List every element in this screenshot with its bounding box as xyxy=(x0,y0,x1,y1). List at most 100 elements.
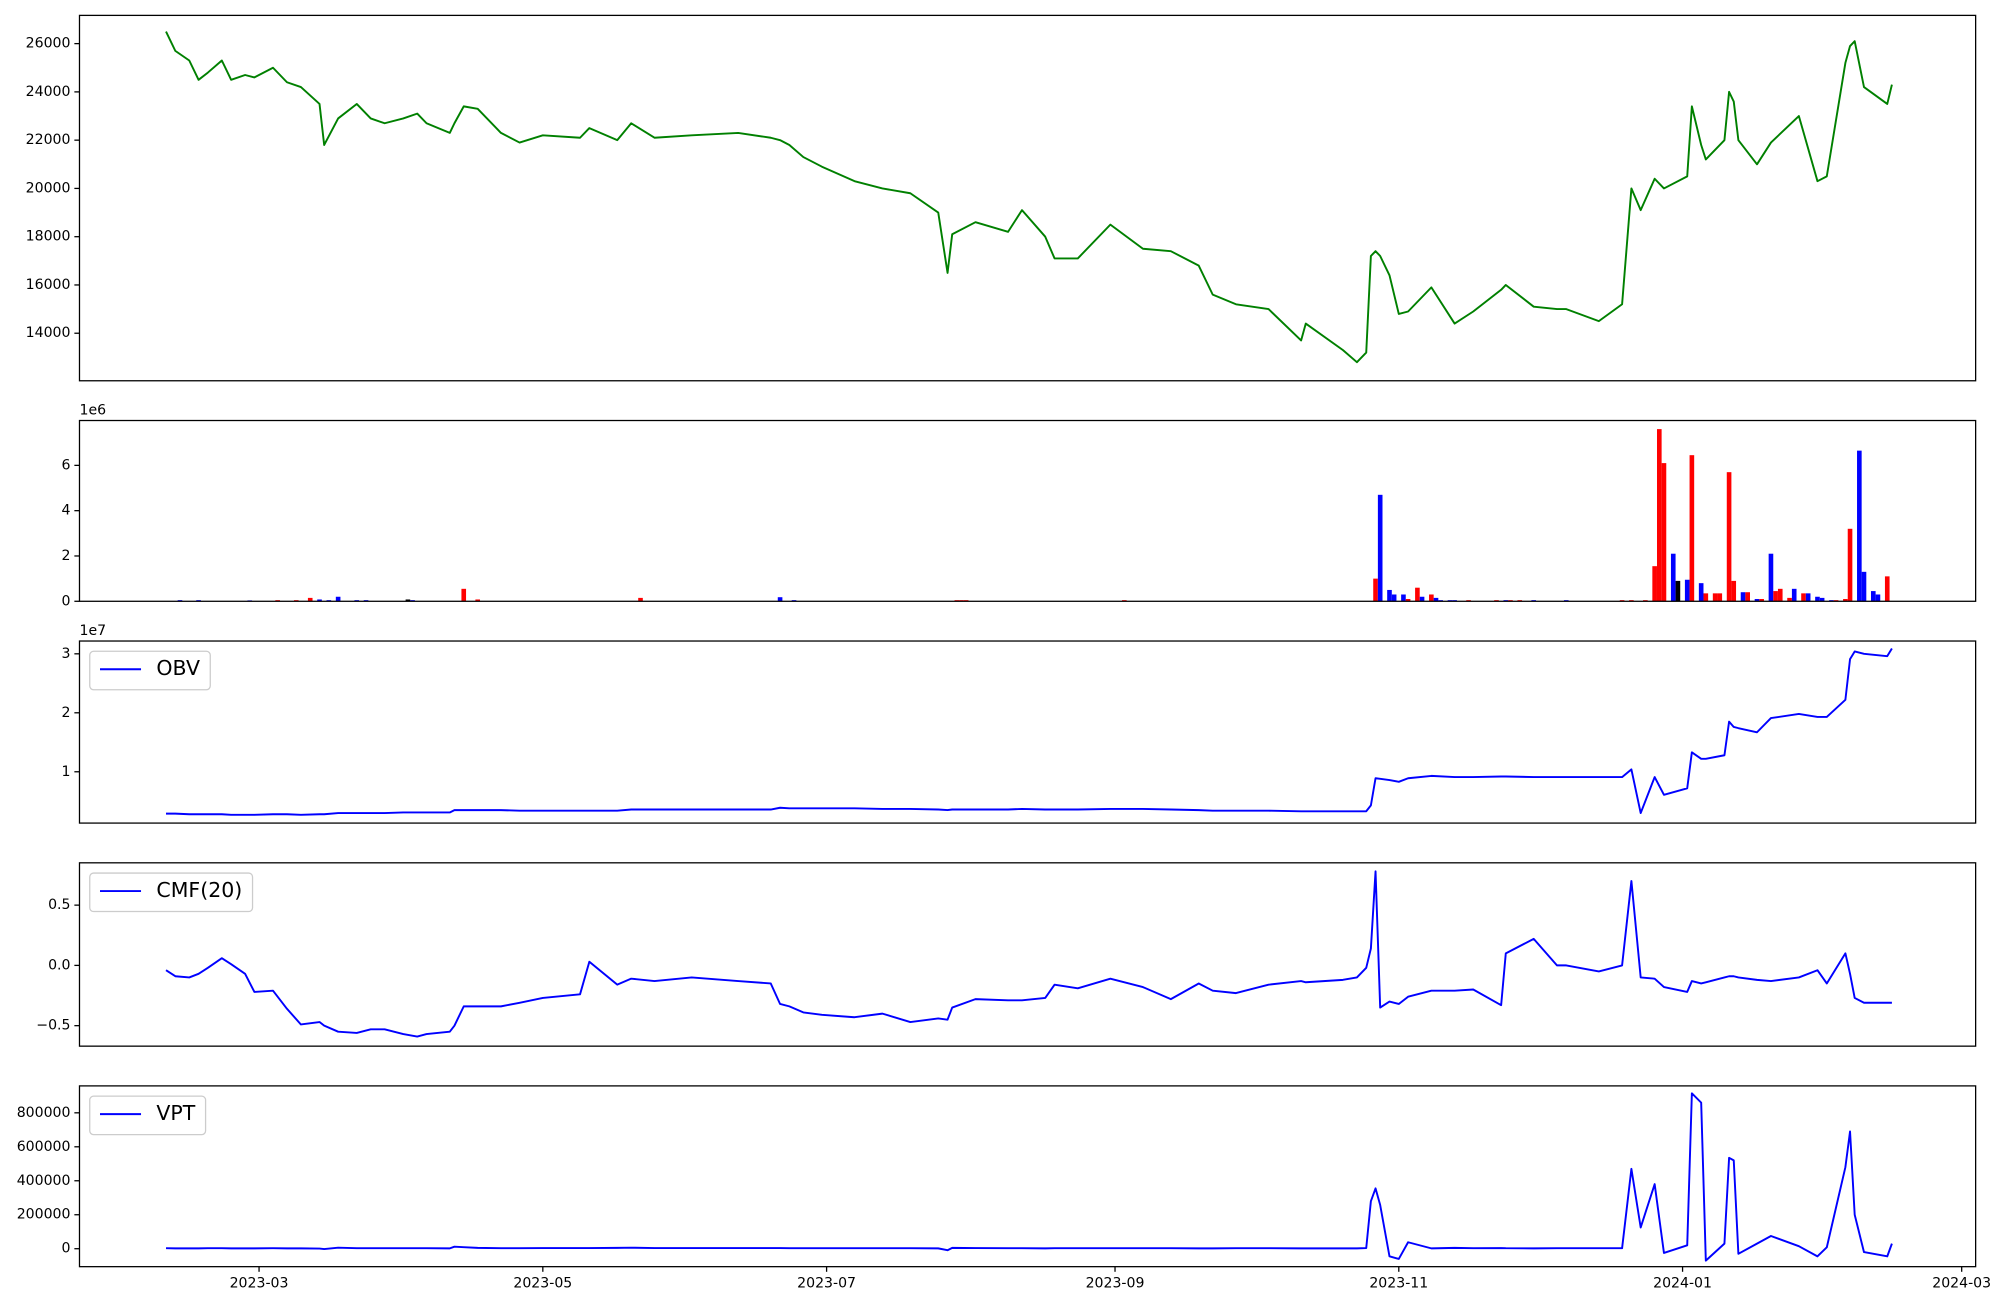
volume-bar xyxy=(1419,596,1425,602)
volume-bar xyxy=(461,588,467,602)
legend-label: CMF(20) xyxy=(156,878,242,902)
volume-bar xyxy=(405,599,411,602)
series-line xyxy=(165,1092,1893,1262)
x-tick-label: 2023-11 xyxy=(1369,1275,1428,1291)
legend-label: VPT xyxy=(156,1101,195,1125)
volume-bar xyxy=(1391,594,1397,602)
volume-bar xyxy=(1656,429,1662,602)
legend-box xyxy=(89,650,211,691)
volume-bar xyxy=(1843,599,1848,602)
legend: OBV xyxy=(89,650,211,691)
y-tick-label: 2 xyxy=(62,548,71,564)
series-line xyxy=(166,648,1893,816)
volume-bar xyxy=(1777,588,1783,602)
volume-bar xyxy=(1684,579,1690,602)
y-tick-label: 600000 xyxy=(17,1139,71,1155)
y-tick-label: 0.0 xyxy=(48,957,70,973)
volume-bar xyxy=(1801,593,1806,602)
offset-label: 1e7 xyxy=(79,623,106,639)
x-tick-label: 2023-07 xyxy=(797,1275,856,1291)
y-tick-label: 6 xyxy=(62,457,71,473)
legend-box xyxy=(89,872,254,913)
volume-bar xyxy=(1861,571,1867,602)
offset-label: 1e6 xyxy=(79,402,106,418)
axes-frame xyxy=(78,640,1977,824)
volume-bar xyxy=(307,597,313,602)
x-tick-label: 2024-03 xyxy=(1932,1275,1991,1291)
y-tick-label: 26000 xyxy=(26,36,71,52)
volume-bar xyxy=(1857,450,1862,602)
volume-bar xyxy=(1884,576,1890,602)
x-tick-label: 2024-01 xyxy=(1653,1275,1712,1291)
y-tick-label: 800000 xyxy=(17,1105,71,1121)
volume-bar xyxy=(1703,593,1709,602)
volume-bar xyxy=(1652,566,1657,602)
volume-bar xyxy=(777,597,783,602)
y-tick-label: 200000 xyxy=(17,1207,71,1223)
y-tick-label: 14000 xyxy=(26,325,71,341)
y-tick-label: 4 xyxy=(62,503,71,519)
volume-bar xyxy=(1661,463,1667,602)
volume-bar xyxy=(1433,597,1439,602)
volume-bar xyxy=(475,599,481,602)
volume-bar xyxy=(1791,588,1797,602)
axes-frame xyxy=(78,862,1977,1047)
y-tick-label: 16000 xyxy=(26,277,71,293)
volume-bar xyxy=(1415,587,1420,602)
volume-bar xyxy=(1377,494,1383,602)
volume-bar xyxy=(1754,599,1760,602)
volume-bar xyxy=(1870,591,1876,602)
x-tick-label: 2023-05 xyxy=(513,1275,572,1291)
legend: CMF(20) xyxy=(89,872,254,913)
volume-bar xyxy=(1740,592,1746,602)
volume-bar xyxy=(1847,528,1853,602)
volume-bar xyxy=(1405,599,1411,602)
volume-bar xyxy=(1712,593,1718,602)
volume-bar xyxy=(335,596,341,602)
volume-bar xyxy=(1759,599,1764,602)
volume-bar xyxy=(1670,553,1676,602)
y-tick-label: 22000 xyxy=(26,132,71,148)
volume-bar xyxy=(638,597,643,602)
y-tick-label: 1 xyxy=(62,764,71,780)
x-tick-label: 2023-09 xyxy=(1086,1275,1145,1291)
volume-bar xyxy=(1787,597,1792,602)
y-tick-label: 3 xyxy=(62,646,71,662)
volume-bar xyxy=(1689,455,1695,602)
volume-bar xyxy=(1717,593,1723,602)
axes-frame xyxy=(78,1085,1977,1268)
series-line xyxy=(165,31,1893,364)
y-tick-label: 2 xyxy=(62,705,71,721)
axes-frame xyxy=(78,14,1977,382)
y-tick-label: 0 xyxy=(62,1241,71,1257)
volume-bar xyxy=(1675,580,1681,602)
volume-bar xyxy=(1875,594,1881,602)
x-tick-label: 2023-03 xyxy=(230,1275,289,1291)
y-tick-label: 18000 xyxy=(26,229,71,245)
volume-bar xyxy=(1768,553,1774,602)
volume-bar xyxy=(1773,591,1778,602)
legend: VPT xyxy=(89,1095,207,1136)
y-tick-label: 20000 xyxy=(26,180,71,196)
series-line xyxy=(165,870,1892,1038)
volume-bar xyxy=(1387,589,1392,602)
volume-bar xyxy=(1815,596,1820,602)
volume-bar xyxy=(1805,593,1811,602)
volume-bar xyxy=(1726,472,1732,602)
volume-bar xyxy=(317,599,322,602)
volume-bar xyxy=(1819,597,1825,602)
y-tick-label: 0.5 xyxy=(48,897,70,913)
y-tick-label: 0 xyxy=(62,593,71,609)
volume-bar xyxy=(1373,578,1378,602)
legend-label: OBV xyxy=(156,656,200,680)
y-tick-label: 400000 xyxy=(17,1173,71,1189)
volume-bar xyxy=(1401,594,1406,602)
axes-frame xyxy=(78,419,1977,602)
volume-bar xyxy=(1745,592,1751,602)
legend-box xyxy=(89,1095,207,1136)
y-tick-label: 24000 xyxy=(26,84,71,100)
volume-bar xyxy=(1698,583,1704,602)
volume-bar xyxy=(1731,580,1737,602)
